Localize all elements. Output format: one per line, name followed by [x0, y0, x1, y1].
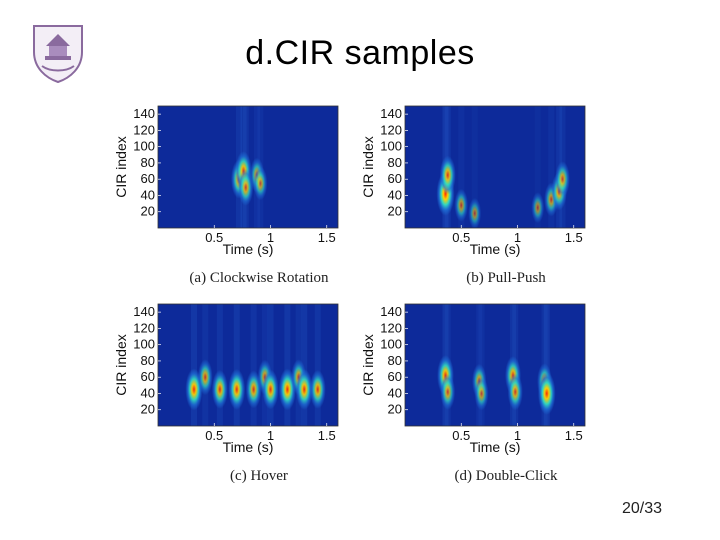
y-tick-label: 40: [141, 187, 155, 202]
streak-6: [267, 304, 274, 426]
streak-2: [216, 304, 223, 426]
x-tick-label: 0.5: [205, 230, 223, 245]
university-logo: [30, 22, 86, 84]
y-tick-label: 60: [141, 369, 155, 384]
y-tick-label: 140: [133, 304, 155, 319]
page-number: 20/33: [621, 500, 662, 517]
y-axis-label: CIR index: [361, 334, 376, 395]
caption-d: (d) Double-Click: [454, 468, 558, 484]
heat-blob-6: [262, 369, 279, 410]
heatmap-panel-c: 20 40 60 80 100 120 140 0.5 1 1.5 Time (s) CIR inde…: [114, 298, 384, 488]
y-axis-label: CIR index: [361, 136, 376, 197]
y-tick-label: 20: [388, 204, 402, 219]
plot-frame: [404, 105, 586, 229]
heat-blob-7: [537, 371, 556, 415]
y-tick-label: 140: [133, 106, 155, 121]
y-tick-label: 80: [141, 353, 155, 368]
x-tick-label: 1: [514, 428, 521, 443]
x-tick-label: 1.5: [565, 428, 583, 443]
heat-blob-10: [309, 369, 326, 409]
heat-blob-4: [245, 370, 262, 409]
caption-b: (b) Pull-Push: [466, 270, 546, 286]
heat-blob-1: [197, 359, 213, 396]
streak-2: [458, 106, 465, 228]
y-tick-label: 40: [388, 385, 402, 400]
y-tick-label: 100: [133, 337, 155, 352]
y-tick-label: 20: [388, 402, 402, 417]
heat-blob-3: [228, 368, 246, 410]
y-tick-label: 100: [380, 139, 402, 154]
caption-c: (c) Hover: [230, 468, 288, 484]
y-tick-label: 60: [388, 369, 402, 384]
heat-blob-1: [440, 373, 456, 410]
x-tick-label: 1: [267, 230, 274, 245]
y-tick-label: 140: [380, 106, 402, 121]
x-axis-label: Time (s): [223, 439, 274, 455]
y-tick-label: 120: [380, 122, 402, 137]
plot-background: [158, 304, 338, 426]
x-axis-label: Time (s): [223, 241, 274, 257]
x-tick-label: 0.5: [452, 428, 470, 443]
heatmap-panel-b: 20 40 60 80 100 120 140 0.5 1 1.5 Time (s) CIR inde…: [361, 100, 631, 290]
streak-5: [548, 106, 555, 228]
y-tick-label: 120: [133, 122, 155, 137]
y-tick-label: 60: [388, 171, 402, 186]
x-tick-label: 1: [514, 230, 521, 245]
y-tick-label: 80: [141, 155, 155, 170]
y-tick-label: 60: [141, 171, 155, 186]
plot-frame: [404, 303, 586, 427]
y-tick-label: 80: [388, 353, 402, 368]
y-tick-label: 20: [141, 204, 155, 219]
heat-blob-2: [238, 168, 254, 206]
x-axis-label: Time (s): [470, 241, 521, 257]
streak-0: [191, 304, 197, 426]
y-tick-label: 140: [380, 304, 402, 319]
y-axis-label: CIR index: [114, 136, 129, 197]
streak-3: [471, 106, 478, 228]
heat-blob-5: [507, 373, 523, 411]
streak-4: [534, 106, 541, 228]
y-tick-label: 40: [388, 187, 402, 202]
heat-blob-9: [295, 368, 313, 410]
streak-9: [301, 304, 308, 426]
y-tick-label: 120: [380, 320, 402, 335]
heatmap-panel-d: 20 40 60 80 100 120 140 0.5 1 1.5 Time (s) CIR inde…: [361, 298, 631, 488]
x-tick-label: 0.5: [205, 428, 223, 443]
heat-blob-4: [531, 192, 545, 224]
y-tick-label: 80: [388, 155, 402, 170]
heat-blob-3: [474, 376, 489, 411]
heat-blob-2: [454, 188, 469, 222]
x-tick-label: 1.5: [318, 230, 336, 245]
caption-a: (a) Clockwise Rotation: [189, 270, 329, 286]
heat-blob-7: [555, 161, 570, 198]
heat-blob-1: [439, 155, 456, 195]
heatmap-panel-a: 20 40 60 80 100 120 140 0.5 1 1.5 Time (s) CIR inde…: [114, 100, 384, 290]
plot-frame: [157, 105, 339, 229]
heat-blob-4: [253, 166, 268, 201]
streak-7: [284, 304, 291, 426]
heat-blob-2: [211, 369, 228, 409]
x-tick-label: 1.5: [565, 230, 583, 245]
y-tick-label: 20: [141, 402, 155, 417]
y-tick-label: 100: [380, 337, 402, 352]
x-axis-label: Time (s): [470, 439, 521, 455]
x-tick-label: 0.5: [452, 230, 470, 245]
x-tick-label: 1.5: [318, 428, 336, 443]
streak-4: [250, 304, 257, 426]
y-tick-label: 40: [141, 385, 155, 400]
slide-title: d.CIR samples: [245, 34, 475, 72]
heat-blob-3: [468, 197, 482, 228]
streak-10: [314, 304, 321, 426]
plot-frame: [157, 303, 339, 427]
y-tick-label: 120: [133, 320, 155, 335]
plot-background: [405, 304, 585, 426]
streak-3: [233, 304, 240, 426]
y-axis-label: CIR index: [114, 334, 129, 395]
x-tick-label: 1: [267, 428, 274, 443]
y-tick-label: 100: [133, 139, 155, 154]
